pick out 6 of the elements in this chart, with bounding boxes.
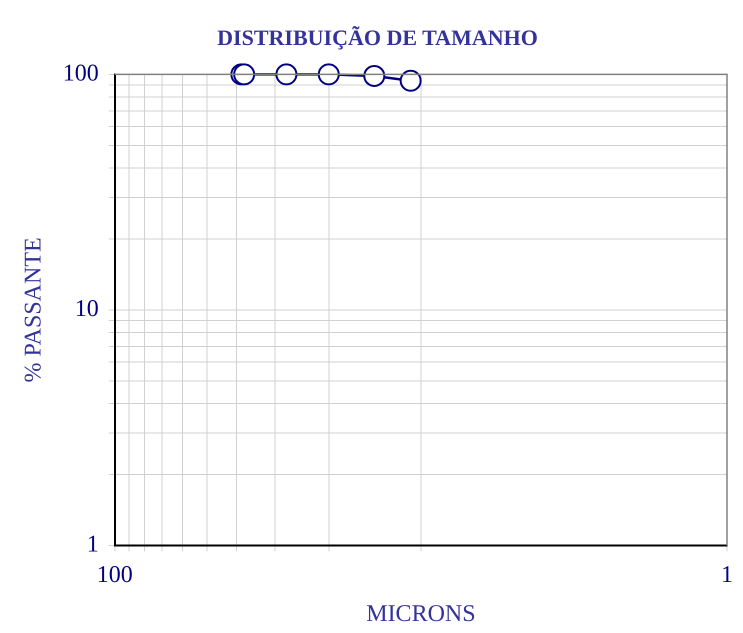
y-tick-label: 10: [74, 296, 99, 322]
x-axis-title: MICRONS: [366, 600, 476, 627]
y-axis-title: % PASSANTE: [20, 237, 47, 382]
chart-title: DISTRIBUIÇÃO DE TAMANHO: [217, 24, 538, 50]
y-tick-label: 1: [86, 532, 99, 558]
y-tick-label: 100: [62, 60, 99, 87]
